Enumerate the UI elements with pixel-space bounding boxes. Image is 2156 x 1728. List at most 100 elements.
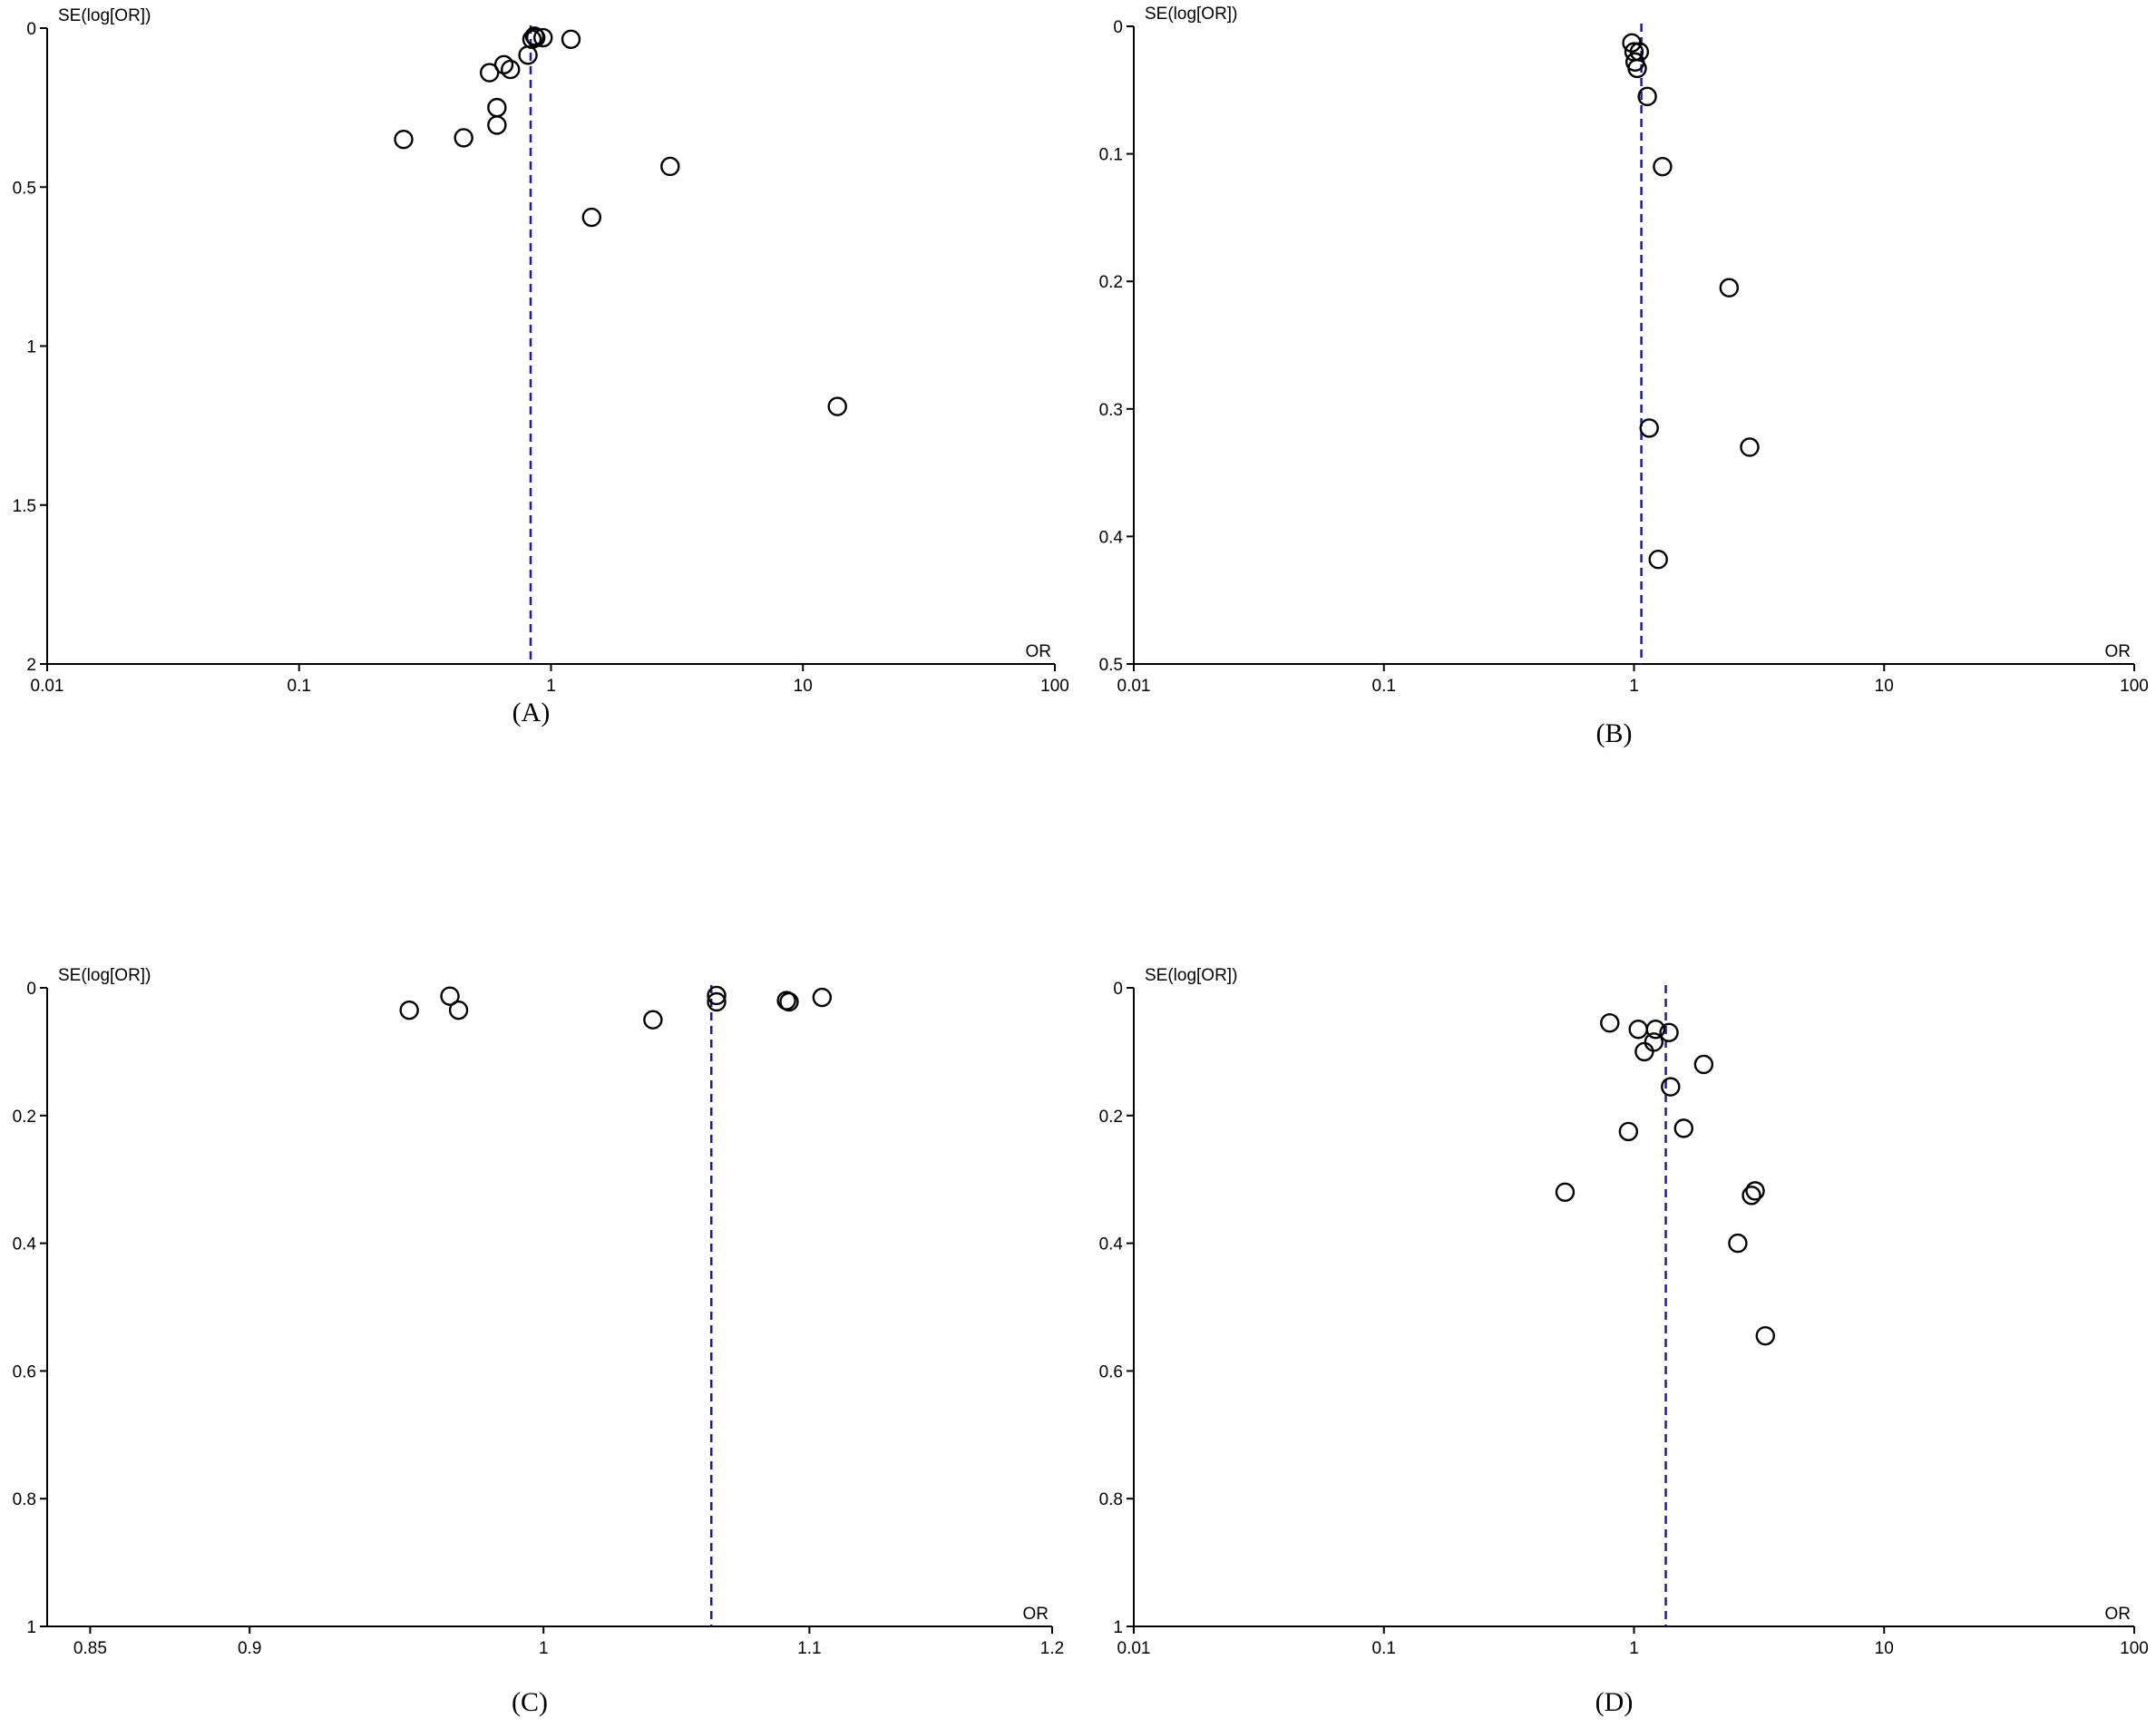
- x-axis-title: OR: [2105, 642, 2132, 661]
- x-tick-label: 100: [2120, 1639, 2149, 1658]
- study-point: [479, 63, 500, 83]
- study-point: [1627, 58, 1647, 79]
- study-point: [1628, 1020, 1648, 1040]
- study-point: [1555, 1182, 1576, 1202]
- x-tick-label: 100: [1040, 677, 1069, 696]
- y-tick-label: 0.5: [1099, 656, 1123, 675]
- y-tick-label: 0.2: [1099, 273, 1123, 292]
- x-tick-label: 1: [1629, 1639, 1639, 1658]
- y-axis-title: SE(log[OR]): [58, 966, 151, 985]
- x-tick-label: 0.9: [238, 1639, 261, 1658]
- y-tick-label: 0.3: [1099, 401, 1123, 420]
- study-point: [1728, 1233, 1748, 1254]
- study-point: [487, 115, 507, 135]
- y-axis-title: SE(log[OR]): [1145, 966, 1237, 985]
- study-point: [440, 986, 460, 1006]
- x-tick-label: 0.1: [288, 677, 311, 696]
- y-tick-label: 0.8: [1099, 1490, 1123, 1509]
- study-point: [1639, 418, 1659, 438]
- y-axis-title: SE(log[OR]): [58, 6, 151, 25]
- study-point: [1719, 278, 1740, 298]
- y-tick-label: 0: [26, 980, 36, 999]
- study-point: [1634, 1041, 1654, 1062]
- study-point: [1648, 550, 1668, 570]
- y-tick-label: 0.4: [1099, 1235, 1124, 1255]
- study-point: [812, 987, 833, 1008]
- panel-label: (C): [512, 1687, 548, 1717]
- study-point: [524, 26, 545, 46]
- x-tick-label: 100: [2120, 677, 2149, 696]
- x-tick-label: 0.01: [1117, 677, 1151, 696]
- study-point: [526, 27, 546, 48]
- study-point: [581, 207, 602, 228]
- study-point: [1618, 1121, 1639, 1142]
- study-point: [1644, 1032, 1664, 1052]
- study-point: [448, 1000, 469, 1020]
- x-tick-label: 1: [1629, 677, 1639, 696]
- study-point: [1637, 86, 1657, 107]
- y-tick-label: 1.5: [13, 497, 36, 516]
- study-point: [643, 1010, 663, 1030]
- study-point: [1673, 1118, 1693, 1138]
- x-tick-label: 0.85: [73, 1639, 107, 1658]
- study-point: [561, 29, 581, 49]
- x-tick-label: 0.01: [1117, 1639, 1151, 1658]
- study-point: [454, 128, 473, 148]
- y-tick-label: 0.6: [13, 1362, 36, 1381]
- panel-label: (B): [1596, 718, 1633, 748]
- funnel-plot-b: 0 0.1 0.2 0.3 0.4 0.5 0.01 0.1 1 10 100 SE(log[OR])…: [1099, 5, 2149, 748]
- y-tick-label: 1: [1113, 1618, 1123, 1637]
- x-tick-label: 0.1: [1372, 677, 1396, 696]
- study-point: [399, 1000, 419, 1020]
- x-tick-label: 1: [539, 1639, 549, 1658]
- x-tick-label: 10: [794, 677, 813, 696]
- study-point: [394, 129, 414, 150]
- y-tick-label: 0: [26, 20, 36, 39]
- y-tick-label: 0.1: [1099, 146, 1123, 165]
- funnel-plot-c: 0 0.2 0.4 0.6 0.8 1 0.85 0.9 1 1.1 1.2 SE(log[OR]) O…: [13, 966, 1065, 1717]
- study-point: [1659, 1022, 1679, 1042]
- y-tick-label: 1: [26, 1618, 36, 1637]
- y-tick-label: 2: [26, 656, 36, 675]
- study-point: [660, 156, 680, 177]
- y-axis-title: SE(log[OR]): [1145, 5, 1237, 24]
- x-axis-title: OR: [2105, 1605, 2132, 1624]
- study-point: [1745, 1181, 1765, 1201]
- study-point: [1693, 1054, 1714, 1075]
- study-point: [827, 396, 847, 416]
- study-point: [779, 991, 799, 1012]
- study-point: [533, 27, 553, 48]
- y-tick-label: 0.2: [13, 1108, 36, 1127]
- study-point: [518, 45, 538, 65]
- x-axis-title: OR: [1026, 642, 1052, 661]
- x-tick-label: 0.1: [1372, 1639, 1396, 1658]
- study-point: [1645, 1020, 1666, 1040]
- panel-label: (D): [1595, 1687, 1634, 1717]
- y-tick-label: 0.2: [1099, 1108, 1123, 1127]
- y-tick-label: 1: [26, 338, 36, 357]
- y-tick-label: 0.5: [13, 179, 36, 198]
- study-point: [707, 985, 727, 1006]
- study-point: [487, 97, 507, 118]
- study-point: [1755, 1325, 1775, 1346]
- y-tick-label: 0: [1113, 980, 1123, 999]
- x-tick-label: 0.01: [31, 677, 64, 696]
- study-point: [1741, 1186, 1761, 1206]
- x-tick-label: 10: [1875, 677, 1894, 696]
- study-point: [1653, 156, 1673, 177]
- study-point: [501, 59, 521, 80]
- y-tick-label: 0.4: [1099, 528, 1124, 547]
- funnel-plot-d: 0 0.2 0.4 0.6 0.8 1 0.01 0.1 1 10 100 SE(log[OR]) OR…: [1099, 966, 2149, 1717]
- y-tick-label: 0.6: [1099, 1362, 1123, 1381]
- panel-label: (A): [512, 698, 551, 727]
- study-point: [1661, 1077, 1681, 1097]
- y-tick-label: 0.8: [13, 1490, 36, 1509]
- x-axis-title: OR: [1023, 1605, 1049, 1624]
- study-point: [1740, 437, 1760, 457]
- study-point: [707, 991, 727, 1012]
- y-tick-label: 0.4: [13, 1235, 37, 1255]
- study-point: [1600, 1013, 1620, 1033]
- x-tick-label: 1: [546, 677, 556, 696]
- y-tick-label: 0: [1113, 18, 1123, 37]
